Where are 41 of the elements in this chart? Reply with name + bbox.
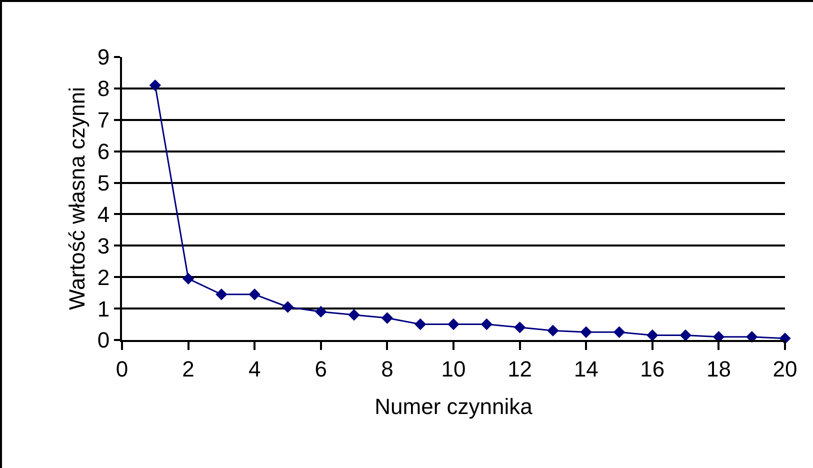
point bbox=[580, 326, 592, 338]
x-tick-label: 12 bbox=[508, 356, 532, 382]
x-tick-label: 10 bbox=[441, 356, 466, 382]
point bbox=[514, 322, 526, 334]
y-tick-label: 6 bbox=[97, 139, 110, 164]
x-tick-label: 4 bbox=[248, 356, 261, 382]
y-tick-label: 8 bbox=[97, 76, 110, 102]
x-tick-label: 16 bbox=[640, 356, 665, 382]
x-tick-label: 14 bbox=[574, 356, 598, 382]
point bbox=[149, 79, 161, 92]
y-axis-title: Wartość własna czynni bbox=[64, 87, 90, 310]
point bbox=[414, 318, 426, 330]
x-tick-label: 20 bbox=[772, 356, 798, 382]
point bbox=[613, 326, 626, 338]
point bbox=[680, 329, 692, 342]
y-tick-label: 5 bbox=[97, 170, 110, 196]
point bbox=[646, 329, 658, 342]
y-tick-label: 2 bbox=[97, 264, 110, 290]
x-tick-label: 0 bbox=[116, 356, 128, 382]
y-tick-label: 0 bbox=[97, 328, 110, 353]
point bbox=[182, 272, 194, 285]
point bbox=[381, 312, 394, 324]
point bbox=[547, 324, 559, 336]
x-tick-label: 18 bbox=[706, 356, 731, 382]
point bbox=[315, 306, 327, 318]
y-tick-label: 4 bbox=[97, 202, 110, 227]
point bbox=[282, 301, 294, 313]
x-tick-label: 6 bbox=[314, 356, 328, 382]
point bbox=[348, 308, 360, 321]
y-tick-label: 3 bbox=[97, 233, 110, 258]
y-tick-label: 9 bbox=[97, 44, 110, 70]
x-axis-title: Numer czynnika bbox=[374, 394, 534, 419]
point bbox=[248, 288, 260, 300]
y-tick-label: 1 bbox=[97, 296, 110, 322]
y-tick-label: 7 bbox=[97, 108, 110, 133]
point bbox=[480, 318, 492, 330]
point bbox=[216, 288, 228, 300]
x-tick-label: 8 bbox=[381, 356, 394, 382]
point bbox=[448, 318, 460, 330]
x-tick-label: 2 bbox=[182, 356, 194, 382]
point bbox=[746, 331, 758, 343]
